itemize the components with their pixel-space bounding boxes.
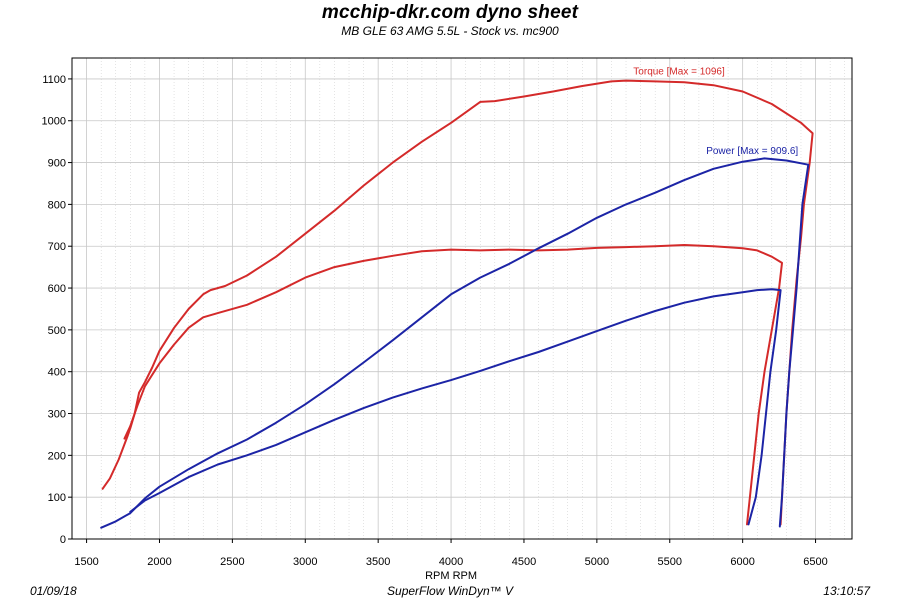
- x-tick-label: 3500: [366, 556, 390, 568]
- page-title: mcchip-dkr.com dyno sheet: [321, 2, 579, 23]
- y-tick-label: 0: [60, 534, 66, 546]
- footer-time: 13:10:57: [823, 584, 870, 598]
- y-tick-label: 1100: [42, 74, 66, 86]
- y-tick-label: 100: [48, 492, 66, 504]
- y-tick-label: 500: [48, 325, 66, 337]
- y-tick-label: 200: [48, 450, 66, 462]
- series-line-power-mc900: [100, 157, 810, 529]
- x-tick-label: 2000: [147, 556, 171, 568]
- footer-software: SuperFlow WinDyn™ V: [387, 584, 513, 598]
- plot-frame: [71, 57, 853, 540]
- footer-date: 01/09/18: [30, 584, 77, 598]
- y-tick-label: 400: [48, 367, 66, 379]
- y-tick-label: 600: [48, 283, 66, 295]
- x-tick-label: 4000: [439, 556, 463, 568]
- x-tick-label: 5500: [658, 556, 682, 568]
- y-tick-label: 300: [48, 409, 66, 421]
- y-tick-label: 800: [48, 199, 66, 211]
- annotation-torque-max: Torque [Max = 1096]: [633, 67, 725, 78]
- grid-layer: [72, 58, 852, 539]
- annotation-power-max: Power [Max = 909.6]: [706, 146, 798, 157]
- axis-layer: 1500 2000 2500 3000 3500 4000 4500 5000 5500 6000…: [42, 57, 853, 582]
- x-tick-label: 5000: [585, 556, 609, 568]
- x-tick-label: 3000: [293, 556, 317, 568]
- series-line-torque-stock: [123, 244, 783, 526]
- page-subtitle: MB GLE 63 AMG 5.5L - Stock vs. mc900: [341, 24, 559, 38]
- x-tick-label: 6500: [803, 556, 827, 568]
- label-layer: Torque [Max = 1096] Power [Max = 909.6]: [633, 67, 798, 157]
- series-layer: [100, 79, 814, 529]
- series-line-power-stock: [129, 288, 782, 526]
- x-tick-label: 1500: [74, 556, 98, 568]
- x-tick-label: 2500: [220, 556, 244, 568]
- y-tick-label: 1000: [42, 116, 66, 128]
- x-tick-label: 6000: [730, 556, 754, 568]
- x-tick-label: 4500: [512, 556, 536, 568]
- x-axis-label: RPM RPM: [425, 570, 477, 582]
- y-tick-label: 700: [48, 241, 66, 253]
- series-line-torque-mc900: [101, 79, 814, 526]
- y-tick-label: 900: [48, 158, 66, 170]
